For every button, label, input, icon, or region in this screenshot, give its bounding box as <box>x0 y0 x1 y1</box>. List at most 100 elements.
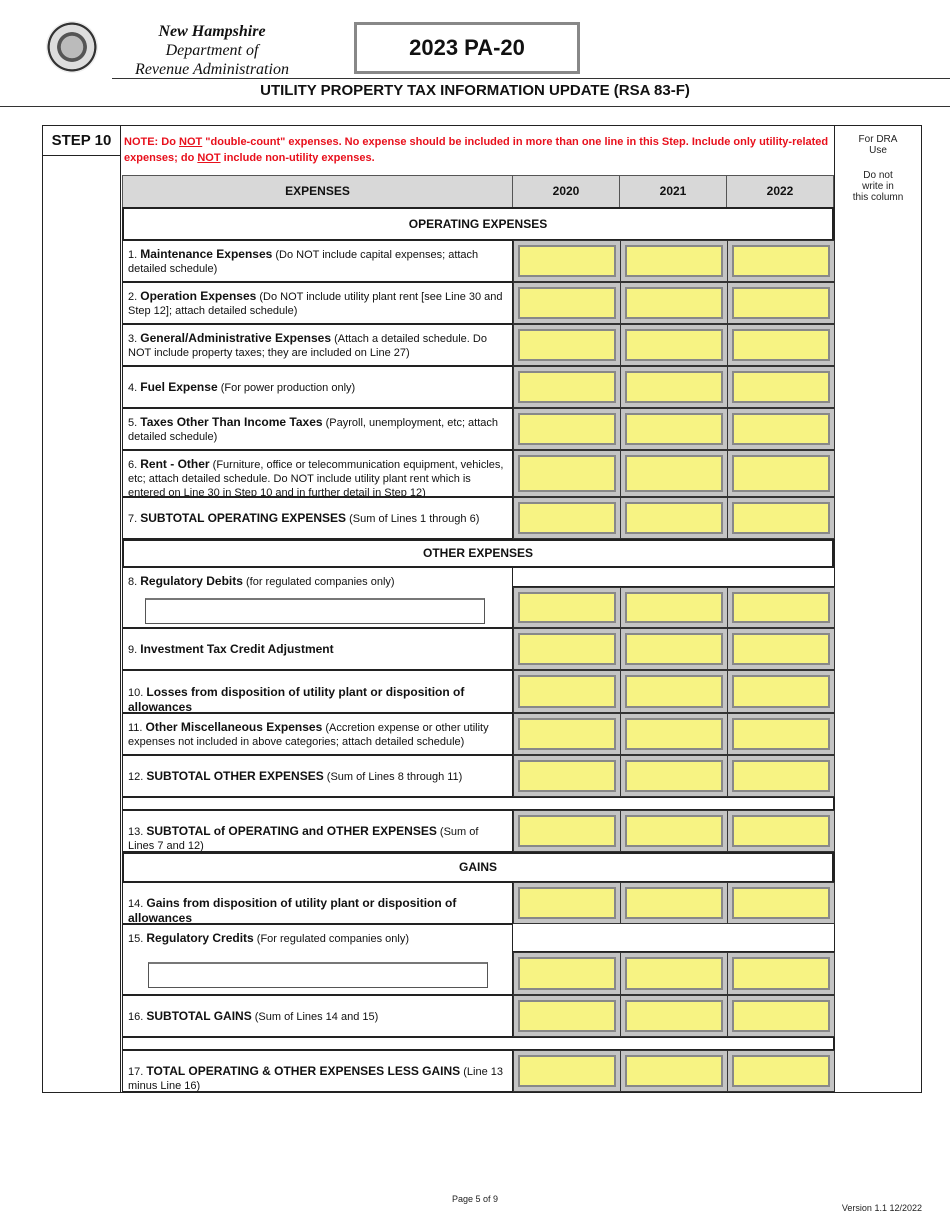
line-7-2021-input[interactable] <box>625 502 723 534</box>
line-12-2022-input[interactable] <box>732 760 830 792</box>
line-8-description-input[interactable] <box>145 598 485 624</box>
line-title: Fuel Expense <box>140 380 218 394</box>
line-description: (Sum of Lines 14 and 15) <box>254 1011 379 1023</box>
line-1-2021-input[interactable] <box>625 245 723 277</box>
line-15-2020-cell <box>513 952 621 995</box>
line-7-2022-cell <box>727 497 835 539</box>
line-2-2020-input[interactable] <box>518 287 616 319</box>
line-3-2021-cell <box>620 324 728 366</box>
line-13-2022-cell <box>727 810 835 852</box>
line-description: (Sum of Lines 8 through 11) <box>326 771 463 783</box>
line-5-2021-input[interactable] <box>625 413 723 445</box>
line-number: 16. <box>128 1011 144 1023</box>
line-number: 13. <box>128 826 144 838</box>
line-5-2022-input[interactable] <box>732 413 830 445</box>
line-13-2021-input[interactable] <box>625 815 723 847</box>
line-11-2022-input[interactable] <box>732 718 830 750</box>
line-1-2022-input[interactable] <box>732 245 830 277</box>
line-3-2020-input[interactable] <box>518 329 616 361</box>
line-14-2020-input[interactable] <box>518 887 616 919</box>
line-2-2021-input[interactable] <box>625 287 723 319</box>
line-15-2022-input[interactable] <box>732 957 830 990</box>
line-15-2021-input[interactable] <box>625 957 723 990</box>
state-seal-logo <box>46 21 98 73</box>
divider <box>0 106 950 107</box>
line-9-2021-cell <box>620 628 728 670</box>
line-item-13: 13. SUBTOTAL of OPERATING and OTHER EXPE… <box>122 810 513 852</box>
line-9-2021-input[interactable] <box>625 633 723 665</box>
line-number: 12. <box>128 771 144 783</box>
line-3-2020-cell <box>513 324 621 366</box>
line-description: (Sum of Lines 1 through 6) <box>349 513 480 525</box>
dra-text: Do not <box>863 170 893 181</box>
line-2-2021-cell <box>620 282 728 324</box>
line-item-11: 11. Other Miscellaneous Expenses (Accret… <box>122 713 513 755</box>
line-4-2022-cell <box>727 366 835 408</box>
line-13-2020-input[interactable] <box>518 815 616 847</box>
line-9-2020-input[interactable] <box>518 633 616 665</box>
section-header-gains: GAINS <box>122 852 834 883</box>
line-item-4: 4. Fuel Expense (For power production on… <box>122 366 513 408</box>
line-description: (For regulated companies only) <box>256 933 410 945</box>
line-8-2022-input[interactable] <box>732 592 830 623</box>
line-5-2020-input[interactable] <box>518 413 616 445</box>
line-description: (Payroll, unemployment, etc; attach deta… <box>128 417 499 443</box>
dra-text: Use <box>869 145 887 156</box>
line-title: Investment Tax Credit Adjustment <box>140 642 334 656</box>
line-6-2022-input[interactable] <box>732 455 830 492</box>
line-3-2022-input[interactable] <box>732 329 830 361</box>
line-13-2020-cell <box>513 810 621 852</box>
line-12-2020-input[interactable] <box>518 760 616 792</box>
line-14-2021-input[interactable] <box>625 887 723 919</box>
line-10-2022-input[interactable] <box>732 675 830 708</box>
divider <box>112 78 950 79</box>
line-10-2020-input[interactable] <box>518 675 616 708</box>
form-subtitle: UTILITY PROPERTY TAX INFORMATION UPDATE … <box>260 82 690 99</box>
line-number: 5. <box>128 417 138 429</box>
line-10-2021-input[interactable] <box>625 675 723 708</box>
column-header-2022: 2022 <box>726 175 834 208</box>
line-15-description-input[interactable] <box>148 962 488 988</box>
line-14-2021-cell <box>620 882 728 924</box>
line-7-2022-input[interactable] <box>732 502 830 534</box>
agency-name: New Hampshire Department of Revenue Admi… <box>112 22 312 79</box>
line-9-2022-input[interactable] <box>732 633 830 665</box>
line-11-2021-input[interactable] <box>625 718 723 750</box>
note-emphasis: NOT <box>179 136 203 148</box>
form-id: 2023 PA-20 <box>354 22 580 74</box>
line-8-2021-input[interactable] <box>625 592 723 623</box>
line-4-2020-input[interactable] <box>518 371 616 403</box>
line-12-2021-input[interactable] <box>625 760 723 792</box>
line-item-17: 17. TOTAL OPERATING & OTHER EXPENSES LES… <box>122 1050 513 1092</box>
line-1-2020-input[interactable] <box>518 245 616 277</box>
line-8-2022-cell <box>727 587 835 628</box>
line-7-2020-input[interactable] <box>518 502 616 534</box>
line-4-2022-input[interactable] <box>732 371 830 403</box>
line-13-2022-input[interactable] <box>732 815 830 847</box>
line-10-2020-cell <box>513 670 621 713</box>
line-16-2022-input[interactable] <box>732 1000 830 1032</box>
line-item-6: 6. Rent - Other (Furniture, office or te… <box>122 450 513 499</box>
line-15-2020-input[interactable] <box>518 957 616 990</box>
line-16-2020-input[interactable] <box>518 1000 616 1032</box>
line-6-2020-input[interactable] <box>518 455 616 492</box>
line-6-2021-cell <box>620 450 728 497</box>
line-14-2022-input[interactable] <box>732 887 830 919</box>
line-3-2021-input[interactable] <box>625 329 723 361</box>
line-6-2021-input[interactable] <box>625 455 723 492</box>
line-4-2021-input[interactable] <box>625 371 723 403</box>
line-11-2020-input[interactable] <box>518 718 616 750</box>
line-16-2021-input[interactable] <box>625 1000 723 1032</box>
line-17-2022-input[interactable] <box>732 1055 830 1087</box>
spacer-row <box>122 797 834 810</box>
note-text: include non-utility expenses. <box>220 152 375 164</box>
line-8-2020-input[interactable] <box>518 592 616 623</box>
line-item-12: 12. SUBTOTAL OTHER EXPENSES (Sum of Line… <box>122 755 513 797</box>
line-17-2020-input[interactable] <box>518 1055 616 1087</box>
line-title: Regulatory Credits <box>146 931 254 945</box>
line-2-2022-input[interactable] <box>732 287 830 319</box>
line-9-2022-cell <box>727 628 835 670</box>
line-17-2021-input[interactable] <box>625 1055 723 1087</box>
line-description: (Sum of Lines 7 and 12) <box>128 826 479 852</box>
